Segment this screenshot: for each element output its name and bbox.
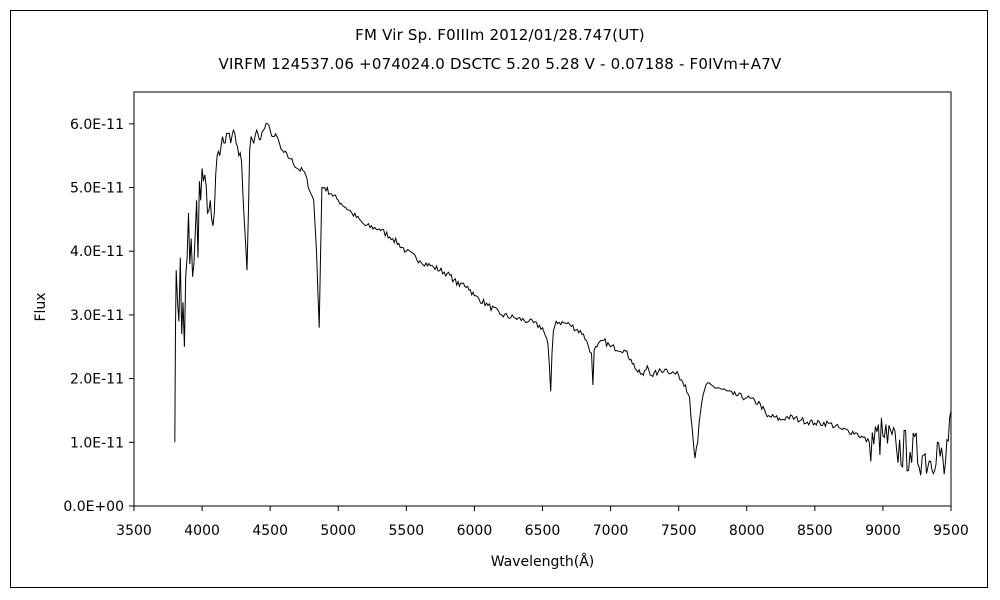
x-tick-label: 8500: [797, 523, 833, 539]
x-tick-label: 7000: [593, 523, 629, 539]
x-tick-label: 4500: [252, 523, 288, 539]
y-axis: 0.0E+00 1.0E-11 2.0E-11 3.0E-11 4.0E-11 5.0E-…: [63, 117, 134, 515]
y-axis-label: Flux: [33, 292, 49, 321]
x-tick-label: 4000: [184, 523, 220, 539]
x-tick-label: 5500: [389, 523, 425, 539]
x-tick-label: 9500: [933, 523, 969, 539]
chart-subtitle: VIRFM 124537.06 +074024.0 DSCTC 5.20 5.2…: [218, 55, 782, 73]
y-tick-label: 4.0E-11: [70, 244, 124, 260]
x-tick-label: 6500: [525, 523, 561, 539]
y-tick-label: 0.0E+00: [63, 499, 124, 515]
spectrum-line: [174, 122, 952, 476]
x-tick-label: 3500: [116, 523, 152, 539]
x-tick-label: 6000: [457, 523, 493, 539]
x-tick-label: 5000: [320, 523, 356, 539]
y-tick-label: 5.0E-11: [70, 181, 124, 197]
plot-area: [133, 91, 952, 507]
y-tick-label: 2.0E-11: [70, 372, 124, 388]
x-tick-label: 8000: [729, 523, 765, 539]
chart-frame: [10, 10, 988, 588]
y-tick-label: 6.0E-11: [70, 117, 124, 133]
y-tick-label: 3.0E-11: [70, 308, 124, 324]
x-tick-label: 7500: [661, 523, 697, 539]
chart-title: FM Vir Sp. F0IIIm 2012/01/28.747(UT): [355, 26, 645, 44]
x-tick-label: 9000: [865, 523, 901, 539]
y-tick-label: 1.0E-11: [70, 435, 124, 451]
x-axis: 3500 4000 4500 5000 5500 6000 6500 7000 7500 8000…: [116, 506, 969, 539]
x-axis-label: Wavelength(Å): [491, 553, 595, 570]
